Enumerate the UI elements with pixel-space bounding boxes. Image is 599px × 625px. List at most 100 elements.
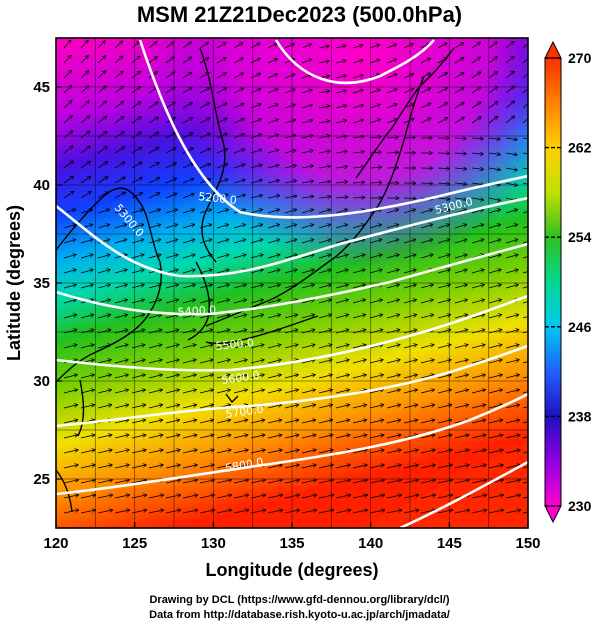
- wind-arrow: [522, 496, 528, 499]
- wind-arrow: [420, 360, 434, 364]
- wind-arrow: [369, 330, 383, 334]
- wind-arrow: [165, 495, 180, 499]
- wind-arrow: [216, 300, 229, 304]
- wind-arrow: [454, 225, 466, 229]
- wind-arrow: [403, 89, 414, 94]
- wind-arrow: [114, 375, 128, 379]
- wind-arrow: [437, 285, 450, 289]
- wind-arrow: [199, 405, 213, 409]
- wind-arrow: [182, 240, 195, 244]
- wind-arrow: [63, 465, 78, 469]
- wind-arrow: [233, 73, 243, 79]
- wind-arrow: [233, 285, 246, 289]
- wind-arrow: [437, 450, 452, 454]
- wind-arrow: [284, 315, 297, 319]
- wind-arrow: [284, 375, 298, 379]
- wind-arrow: [250, 180, 262, 184]
- wind-arrow: [80, 192, 91, 199]
- wind-arrow: [233, 104, 244, 109]
- wind-arrow: [522, 466, 528, 469]
- wind-arrow: [505, 210, 517, 214]
- wind-arrow: [301, 151, 313, 154]
- wind-arrow: [97, 225, 109, 229]
- wind-arrow: [403, 375, 417, 379]
- wind-arrow: [182, 72, 192, 79]
- wind-arrow: [199, 465, 214, 469]
- wind-arrow: [250, 510, 266, 514]
- wind-arrow: [454, 153, 466, 154]
- wind-arrow: [182, 210, 194, 214]
- wind-arrow: [301, 345, 315, 349]
- wind-arrow: [233, 149, 245, 154]
- wind-arrow: [267, 104, 278, 109]
- wind-arrow: [335, 75, 346, 79]
- wind-arrow: [114, 192, 125, 199]
- wind-arrow: [522, 406, 528, 409]
- wind-arrow: [199, 300, 212, 304]
- wind-arrow: [471, 72, 481, 79]
- wind-arrow: [318, 151, 330, 153]
- wind-arrow: [420, 118, 431, 124]
- wind-arrow: [114, 147, 124, 154]
- wind-arrow: [148, 285, 161, 289]
- wind-arrow: [335, 46, 346, 49]
- wind-arrow: [131, 193, 142, 199]
- wind-arrow: [199, 375, 213, 379]
- wind-arrow: [420, 73, 430, 79]
- wind-arrow: [97, 390, 111, 394]
- wind-arrow: [318, 480, 333, 484]
- wind-arrow: [182, 225, 194, 229]
- wind-arrow: [284, 255, 297, 259]
- wind-arrow: [488, 450, 503, 454]
- wind-arrow: [335, 182, 347, 183]
- wind-arrow: [97, 131, 107, 139]
- wind-arrow: [216, 194, 228, 199]
- wind-arrow: [522, 137, 528, 140]
- wind-arrow: [318, 136, 330, 139]
- wind-arrow: [233, 255, 246, 259]
- wind-arrow: [505, 330, 519, 334]
- wind-arrow: [437, 315, 450, 319]
- wind-arrow: [97, 375, 111, 379]
- wind-arrow: [301, 196, 314, 198]
- wind-arrow: [352, 465, 367, 469]
- wind-arrow: [284, 89, 295, 94]
- wind-arrow: [182, 345, 196, 349]
- wind-arrow: [216, 164, 228, 169]
- wind-arrow: [352, 480, 367, 484]
- wind-arrow: [454, 117, 464, 124]
- wind-arrow: [437, 168, 449, 169]
- wind-arrow: [80, 101, 89, 109]
- wind-arrow: [403, 480, 418, 484]
- wind-arrow: [233, 360, 247, 364]
- wind-arrow: [165, 330, 179, 334]
- wind-arrow: [369, 465, 384, 469]
- wind-arrow: [267, 44, 277, 49]
- wind-arrow: [488, 197, 500, 200]
- wind-arrow: [63, 161, 73, 169]
- wind-arrow: [63, 435, 78, 439]
- wind-arrow: [471, 225, 483, 229]
- wind-arrow: [148, 193, 160, 199]
- wind-arrow: [505, 345, 519, 349]
- wind-arrow: [437, 390, 451, 394]
- wind-arrow: [403, 435, 418, 439]
- wind-arrow: [131, 210, 143, 214]
- wind-arrow: [522, 451, 528, 454]
- wind-arrow: [318, 330, 332, 334]
- wind-arrow: [471, 300, 484, 304]
- wind-arrow: [403, 450, 418, 454]
- wind-arrow: [420, 390, 434, 394]
- wind-arrow: [114, 210, 126, 214]
- wind-arrow: [352, 75, 363, 79]
- wind-arrow: [505, 225, 517, 229]
- wind-arrow: [505, 495, 520, 499]
- wind-arrow: [216, 510, 232, 514]
- wind-arrow: [369, 225, 381, 229]
- wind-arrow: [233, 164, 245, 169]
- wind-arrow: [318, 166, 330, 168]
- wind-arrow: [182, 360, 196, 364]
- wind-arrow: [403, 495, 418, 499]
- wind-arrow: [488, 102, 498, 109]
- wind-arrow: [403, 240, 416, 244]
